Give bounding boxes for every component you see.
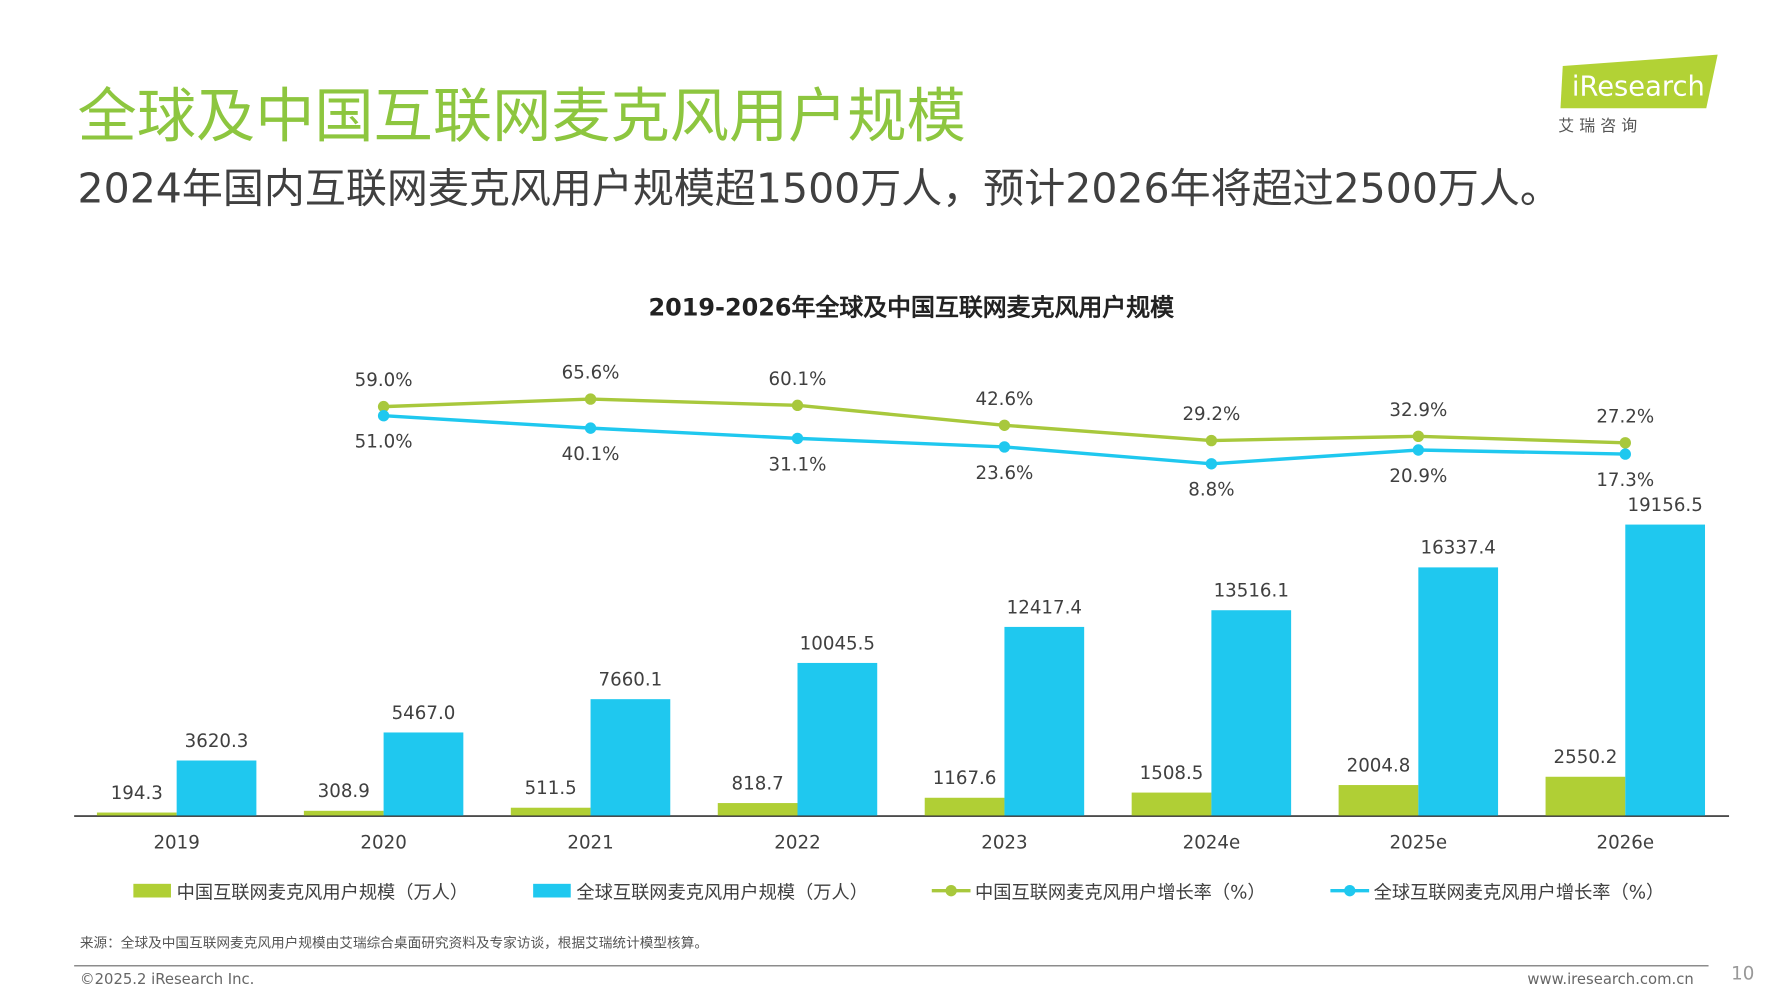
bar <box>96 812 177 816</box>
bar <box>717 803 798 816</box>
x-tick-label: 2020 <box>360 833 406 854</box>
bar <box>924 797 1005 816</box>
logo-sub: 艾 瑞 咨 询 <box>1558 116 1637 135</box>
legend-label: 全球互联网麦克风用户增长率（%） <box>1374 883 1665 904</box>
line-point <box>1205 458 1218 470</box>
legend-label: 中国互联网麦克风用户增长率（%） <box>975 883 1266 904</box>
line-point <box>791 399 804 412</box>
bar-value-label: 5467.0 <box>392 703 456 724</box>
line-point <box>998 441 1011 453</box>
bar <box>510 807 591 816</box>
bar <box>1004 626 1085 816</box>
line-point <box>584 393 597 405</box>
bar-value-label: 511.5 <box>525 778 577 799</box>
bar-value-label: 12417.4 <box>1007 597 1082 618</box>
legend-label: 中国互联网麦克风用户规模（万人） <box>177 883 469 904</box>
bar-value-label: 16337.4 <box>1421 538 1496 559</box>
x-tick-label: 2025e <box>1390 833 1448 854</box>
line-value-label: 51.0% <box>355 432 413 453</box>
bar-value-label: 2550.2 <box>1554 747 1618 768</box>
bar <box>1418 567 1499 816</box>
bar-value-label: 3620.3 <box>185 731 249 752</box>
line-point <box>1412 430 1425 443</box>
legend-swatch-dot <box>945 884 957 897</box>
line-value-label: 32.9% <box>1389 400 1447 421</box>
line-value-label: 20.9% <box>1389 466 1447 487</box>
bar-value-label: 1508.5 <box>1140 763 1204 784</box>
legend-swatch <box>533 883 571 898</box>
bar <box>1545 776 1626 816</box>
page-title: 全球及中国互联网麦克风用户规模 <box>78 82 966 151</box>
line-point <box>1205 434 1218 447</box>
copyright: ©2025.2 iResearch Inc. <box>80 971 255 988</box>
bar <box>797 662 878 816</box>
line-value-label: 17.3% <box>1596 470 1654 491</box>
legend-swatch <box>133 883 171 898</box>
source-note: 来源：全球及中国互联网麦克风用户规模由艾瑞综合桌面研究资料及专家访谈，根据艾瑞统… <box>80 935 708 952</box>
line-point <box>1412 444 1425 456</box>
line-point <box>998 419 1011 431</box>
line-point <box>1619 448 1631 460</box>
x-tick-label: 2019 <box>153 833 199 854</box>
x-tick-label: 2026e <box>1596 833 1654 854</box>
legend-label: 全球互联网麦克风用户规模（万人） <box>576 883 868 904</box>
line-value-label: 40.1% <box>562 444 620 465</box>
x-tick-label: 2022 <box>774 833 820 854</box>
line-value-label: 8.8% <box>1188 480 1234 501</box>
line-value-label: 65.6% <box>562 363 620 384</box>
line-point <box>377 400 390 413</box>
logo-brand: iResearch <box>1572 72 1705 103</box>
bar-value-label: 13516.1 <box>1214 581 1289 602</box>
bar <box>590 699 671 816</box>
bar-value-label: 2004.8 <box>1347 755 1411 776</box>
website: www.iresearch.com.cn <box>1527 971 1693 988</box>
bar <box>176 760 257 816</box>
bar-value-label: 10045.5 <box>800 633 875 654</box>
bar-value-label: 1167.6 <box>933 768 997 789</box>
line-value-label: 60.1% <box>769 369 827 390</box>
page-subtitle: 2024年国内互联网麦克风用户规模超1500万人，预计2026年将超过2500万… <box>78 165 1561 213</box>
bar-value-label: 194.3 <box>111 783 163 804</box>
line-point <box>1619 437 1631 449</box>
line-value-label: 27.2% <box>1596 406 1654 427</box>
line-value-label: 23.6% <box>976 463 1034 484</box>
line-value-label: 59.0% <box>355 370 413 391</box>
line-point <box>377 410 390 422</box>
chart-title: 2019-2026年全球及中国互联网麦克风用户规模 <box>649 293 1175 321</box>
line-value-label: 29.2% <box>1182 404 1240 425</box>
x-tick-label: 2023 <box>981 833 1027 854</box>
bar-value-label: 308.9 <box>318 781 370 802</box>
bar <box>1338 785 1419 816</box>
page-number: 10 <box>1731 963 1754 984</box>
x-tick-label: 2021 <box>567 833 613 854</box>
bar <box>303 810 384 816</box>
legend-swatch-dot <box>1344 884 1356 897</box>
line-value-label: 31.1% <box>769 454 827 475</box>
x-tick-label: 2024e <box>1183 833 1241 854</box>
bar <box>383 732 464 816</box>
line-value-label: 42.6% <box>976 389 1034 410</box>
bar <box>1131 792 1212 816</box>
line-point <box>791 432 804 445</box>
bar-value-label: 818.7 <box>732 773 784 794</box>
bar-value-label: 19156.5 <box>1627 495 1702 516</box>
bar <box>1625 524 1706 816</box>
line-point <box>584 422 597 434</box>
bar-value-label: 7660.1 <box>599 669 663 690</box>
logo-shape <box>1560 54 1718 109</box>
bar <box>1211 610 1292 816</box>
